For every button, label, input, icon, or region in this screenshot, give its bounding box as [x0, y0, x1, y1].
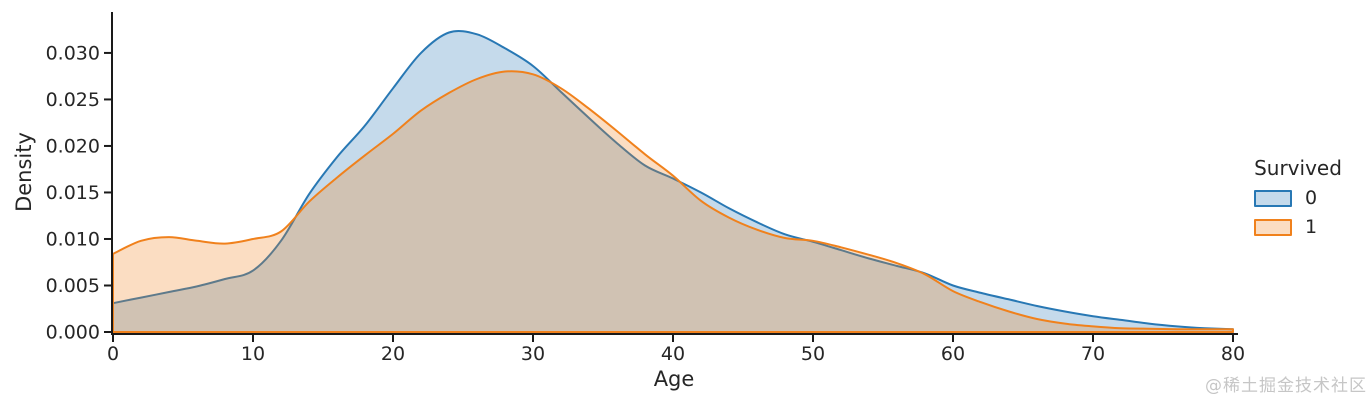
x-tick-label: 50 — [801, 343, 825, 365]
x-tick-label: 10 — [241, 343, 265, 365]
x-axis-title: Age — [653, 367, 695, 391]
kde-curve-survived-1 — [112, 70, 1234, 333]
legend-entry-survived-1: 1 — [1254, 216, 1354, 238]
legend-swatch-survived-1-icon — [1254, 218, 1292, 236]
y-tick-label: 0.030 — [46, 43, 100, 65]
x-tick-label: 70 — [1081, 343, 1105, 365]
legend-label-survived-0: 0 — [1305, 187, 1318, 209]
x-tick-label: 80 — [1221, 343, 1245, 365]
legend: Survived 0 1 — [1242, 156, 1354, 238]
y-tick-label: 0.000 — [46, 322, 100, 344]
watermark: @稀土掘金技术社区 — [1205, 376, 1367, 396]
y-tick-label: 0.005 — [46, 275, 100, 297]
y-tick-label: 0.020 — [46, 136, 100, 158]
legend-title: Survived — [1254, 156, 1342, 180]
legend-swatch-survived-0-icon — [1254, 189, 1292, 207]
x-tick-label: 40 — [661, 343, 685, 365]
y-tick-label: 0.015 — [46, 182, 100, 204]
x-tick-label: 60 — [941, 343, 965, 365]
x-tick-label: 30 — [521, 343, 545, 365]
y-tick-label: 0.010 — [46, 229, 100, 251]
y-tick-label: 0.025 — [46, 89, 100, 111]
kde-curve-survived-0 — [112, 30, 1234, 333]
x-tick-label: 20 — [381, 343, 405, 365]
y-axis-title: Density — [12, 132, 36, 212]
legend-entry-survived-0: 0 — [1254, 187, 1354, 209]
legend-label-survived-1: 1 — [1305, 216, 1318, 238]
x-tick-label: 0 — [107, 343, 119, 365]
